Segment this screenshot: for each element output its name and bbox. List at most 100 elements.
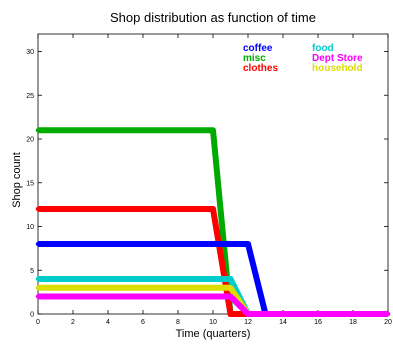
data-point-food (123, 276, 128, 282)
data-point-misc (123, 128, 128, 133)
data-point-household (88, 285, 93, 290)
plot-frame (37, 33, 389, 315)
data-point-coffee (105, 241, 111, 247)
y-tick-label: 5 (30, 268, 34, 275)
data-point-clothes (193, 206, 198, 212)
x-tick-label: 6 (141, 319, 145, 326)
y-axis-label: Shop count (11, 152, 23, 208)
data-point-dept-store (333, 311, 338, 317)
data-point-dept-store (158, 294, 163, 299)
data-point-misc (210, 128, 216, 133)
data-point-dept-store (35, 294, 41, 299)
series-layer (35, 127, 391, 317)
data-point-coffee (70, 241, 76, 247)
x-tick-label: 10 (209, 319, 217, 326)
x-tick-label: 18 (349, 319, 357, 326)
data-point-household (193, 285, 198, 290)
data-point-household (140, 285, 146, 290)
data-point-food (140, 276, 146, 282)
data-point-coffee (210, 241, 216, 247)
x-axis-label: Time (quarters) (176, 328, 251, 340)
data-point-dept-store (70, 294, 76, 299)
legend-entry-dept-store: Dept Store (312, 53, 363, 64)
data-point-dept-store (210, 294, 216, 299)
data-point-misc (175, 128, 181, 133)
data-point-coffee (245, 241, 251, 247)
data-point-household (105, 285, 111, 290)
data-point-dept-store (53, 294, 58, 299)
data-point-clothes (105, 206, 111, 212)
y-tick-label: 15 (26, 180, 34, 187)
data-point-food (88, 276, 93, 282)
data-point-clothes (88, 206, 93, 212)
x-tick-label: 16 (314, 319, 322, 326)
data-point-clothes (175, 206, 181, 212)
data-point-misc (35, 128, 41, 133)
legend-entry-coffee: coffee (243, 43, 273, 54)
data-point-food (105, 276, 111, 282)
data-point-clothes (53, 206, 58, 212)
legend-entry-misc: misc (243, 53, 266, 64)
data-point-food (228, 276, 233, 282)
data-point-misc (193, 128, 198, 133)
data-point-dept-store (315, 311, 321, 317)
data-point-coffee (193, 241, 198, 247)
data-point-coffee (123, 241, 128, 247)
data-point-misc (88, 128, 93, 133)
data-point-clothes (70, 206, 76, 212)
chart-title: Shop distribution as function of time (110, 10, 316, 25)
data-point-dept-store (245, 311, 251, 317)
x-tick-label: 0 (36, 319, 40, 326)
data-point-misc (140, 128, 146, 133)
data-point-coffee (158, 241, 163, 247)
data-point-dept-store (350, 311, 356, 317)
x-tick-label: 12 (244, 319, 252, 326)
data-point-dept-store (280, 311, 286, 317)
data-point-coffee (53, 241, 58, 247)
data-point-food (210, 276, 216, 282)
data-point-dept-store (263, 311, 268, 317)
x-tick-label: 8 (176, 319, 180, 326)
data-point-household (123, 285, 128, 290)
data-point-clothes (35, 206, 41, 212)
data-point-dept-store (193, 294, 198, 299)
series-clothes (35, 206, 391, 317)
data-point-dept-store (228, 294, 233, 299)
data-point-clothes (158, 206, 163, 212)
data-point-household (35, 285, 41, 290)
y-tick-label: 30 (26, 49, 34, 56)
data-point-coffee (88, 241, 93, 247)
data-point-dept-store (298, 311, 303, 317)
y-tick-label: 0 (30, 312, 34, 319)
data-point-food (193, 276, 198, 282)
legend-entry-clothes: clothes (243, 63, 278, 74)
data-point-dept-store (368, 311, 373, 317)
data-point-clothes (210, 206, 216, 212)
data-point-food (35, 276, 41, 282)
data-point-household (70, 285, 76, 290)
data-point-dept-store (140, 294, 146, 299)
data-point-food (158, 276, 163, 282)
data-point-misc (70, 128, 76, 133)
data-point-household (228, 285, 233, 290)
data-point-misc (105, 128, 111, 133)
data-point-misc (53, 128, 58, 133)
data-point-dept-store (123, 294, 128, 299)
data-point-household (53, 285, 58, 290)
data-point-clothes (140, 206, 146, 212)
data-point-coffee (228, 241, 233, 247)
data-point-dept-store (175, 294, 181, 299)
data-point-dept-store (385, 311, 391, 317)
x-tick-label: 2 (71, 319, 75, 326)
data-point-food (53, 276, 58, 282)
legend-entry-household: household (312, 63, 363, 74)
plot-area: 0 2 4 6 8 10 12 14 16 18 20 0 5 10 15 20 25 30 (26, 33, 392, 326)
data-point-coffee (140, 241, 146, 247)
x-tick-label: 14 (279, 319, 287, 326)
data-point-coffee (175, 241, 181, 247)
data-point-misc (158, 128, 163, 133)
data-point-food (175, 276, 181, 282)
